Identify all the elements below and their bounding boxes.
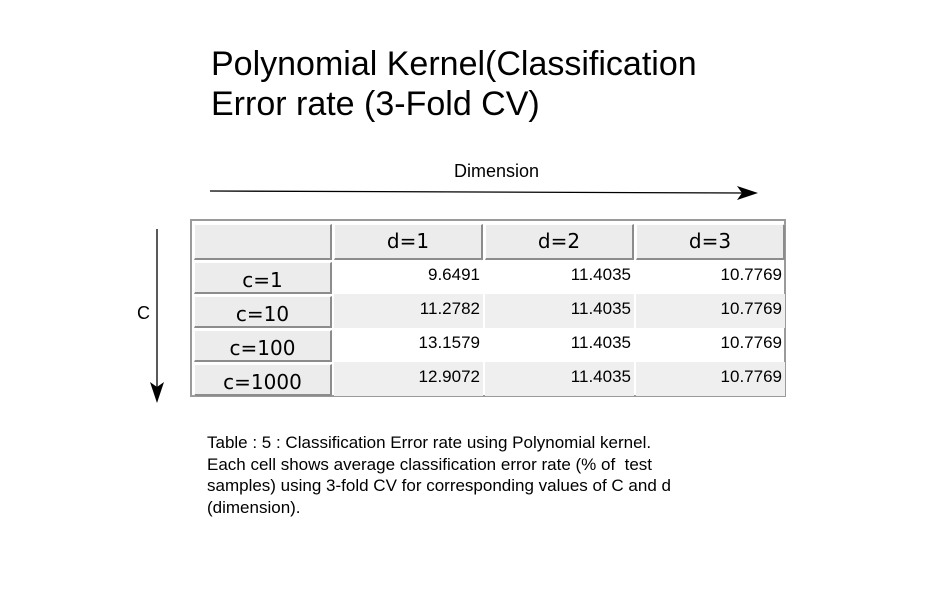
- table-cell: 11.4035: [485, 294, 634, 328]
- error-rate-table: d=1 d=2 d=3 c=1 9.6491 11.4035 10.7769 c…: [190, 219, 786, 397]
- table-grid: d=1 d=2 d=3 c=1 9.6491 11.4035 10.7769 c…: [194, 224, 785, 396]
- c-arrow-icon: [150, 229, 164, 403]
- table-cell: 10.7769: [720, 265, 782, 284]
- column-header-d1: d=1: [334, 224, 483, 260]
- table-cell: 10.7769: [636, 294, 785, 328]
- table-corner-header: [194, 224, 332, 260]
- caption-line-1: Table : 5 : Classification Error rate us…: [207, 433, 652, 452]
- c-axis-label: C: [137, 303, 150, 323]
- dimension-axis-label: Dimension: [454, 161, 540, 181]
- title-line-1: Polynomial Kernel(Classification: [211, 45, 697, 83]
- page-title: Polynomial Kernel(Classification Error r…: [211, 44, 851, 124]
- column-header-d3: d=3: [636, 224, 785, 260]
- caption-line-4: (dimension).: [207, 497, 301, 517]
- table-cell: 11.2782: [334, 294, 483, 328]
- table-cell: 11.4035: [570, 265, 631, 284]
- table-cell: 9.6491: [428, 265, 480, 284]
- caption-line-3: samples) using 3-fold CV for correspondi…: [207, 476, 671, 495]
- table-cell: 13.1579: [418, 333, 480, 352]
- row-header-c100: c=100: [194, 330, 332, 362]
- table-cell: 11.4035: [485, 362, 634, 396]
- row-header-c1: c=1: [194, 262, 332, 294]
- caption-line-2: Each cell shows average classification e…: [207, 454, 653, 474]
- table-cell: 10.7769: [720, 333, 782, 352]
- title-line-2: Error rate (3-Fold CV): [211, 85, 540, 123]
- dimension-arrow-icon: [209, 186, 758, 200]
- table-cell: 12.9072: [334, 362, 483, 396]
- row-header-c10: c=10: [194, 296, 332, 328]
- table-cell: 11.4035: [570, 333, 631, 352]
- table-caption: Table : 5 : Classification Error rate us…: [207, 432, 807, 518]
- row-header-c1000: c=1000: [194, 364, 332, 396]
- column-header-d2: d=2: [485, 224, 634, 260]
- table-cell: 10.7769: [636, 362, 785, 396]
